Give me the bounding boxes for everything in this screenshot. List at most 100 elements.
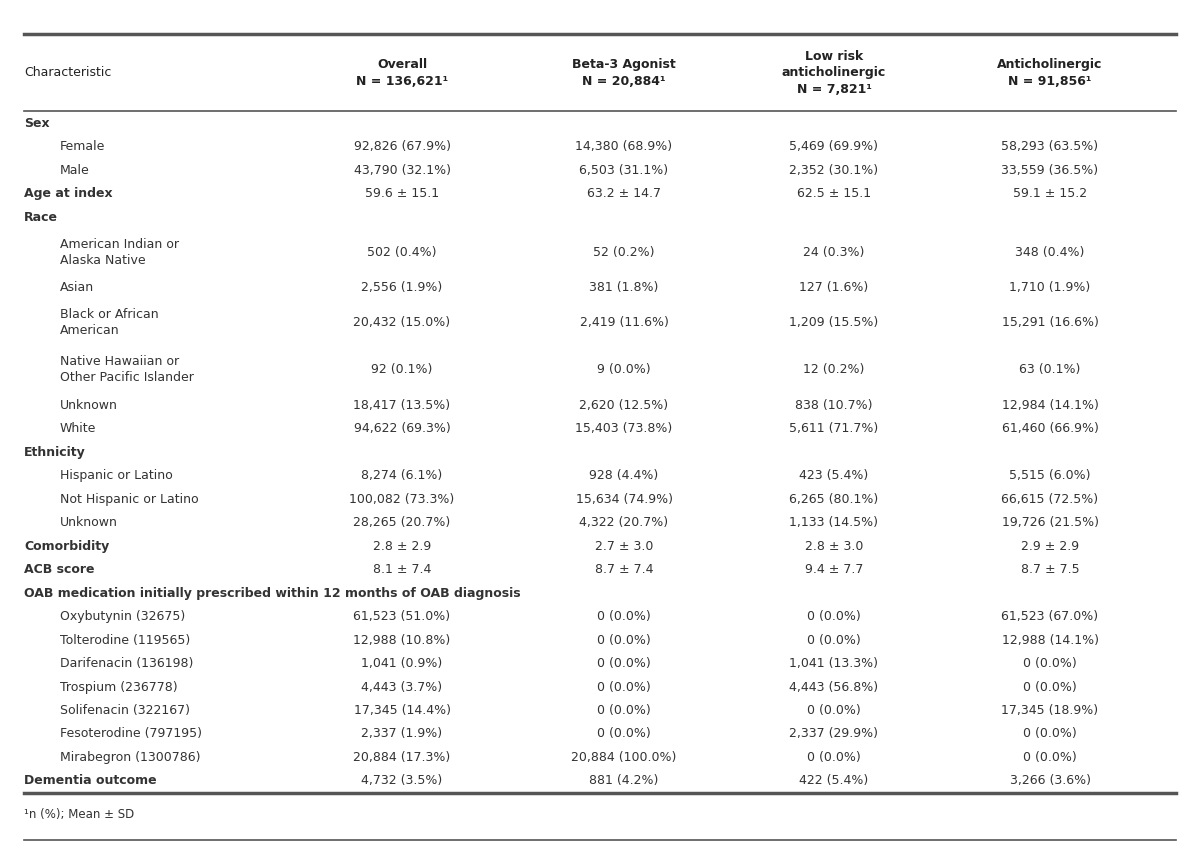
Text: 58,293 (63.5%): 58,293 (63.5%) xyxy=(1002,141,1098,153)
Text: Oxybutynin (32675): Oxybutynin (32675) xyxy=(60,610,185,623)
Text: 0 (0.0%): 0 (0.0%) xyxy=(598,680,650,693)
Text: 9 (0.0%): 9 (0.0%) xyxy=(598,363,650,376)
Text: 4,732 (3.5%): 4,732 (3.5%) xyxy=(361,775,443,788)
Text: Mirabegron (1300786): Mirabegron (1300786) xyxy=(60,751,200,764)
Text: 8,274 (6.1%): 8,274 (6.1%) xyxy=(361,469,443,482)
Text: 2,556 (1.9%): 2,556 (1.9%) xyxy=(361,281,443,294)
Text: American Indian or
Alaska Native: American Indian or Alaska Native xyxy=(60,238,179,267)
Text: 61,523 (51.0%): 61,523 (51.0%) xyxy=(354,610,450,623)
Text: Unknown: Unknown xyxy=(60,516,118,529)
Text: 881 (4.2%): 881 (4.2%) xyxy=(589,775,659,788)
Text: 5,469 (69.9%): 5,469 (69.9%) xyxy=(790,141,878,153)
Text: 422 (5.4%): 422 (5.4%) xyxy=(799,775,869,788)
Text: 4,322 (20.7%): 4,322 (20.7%) xyxy=(580,516,668,529)
Text: 502 (0.4%): 502 (0.4%) xyxy=(367,246,437,259)
Text: 100,082 (73.3%): 100,082 (73.3%) xyxy=(349,493,455,506)
Text: 2.8 ± 2.9: 2.8 ± 2.9 xyxy=(373,540,431,553)
Text: 0 (0.0%): 0 (0.0%) xyxy=(808,751,860,764)
Text: 8.7 ± 7.4: 8.7 ± 7.4 xyxy=(595,563,653,576)
Text: 0 (0.0%): 0 (0.0%) xyxy=(1024,657,1076,670)
Text: 2,620 (12.5%): 2,620 (12.5%) xyxy=(580,399,668,411)
Text: 1,041 (0.9%): 1,041 (0.9%) xyxy=(361,657,443,670)
Text: 6,503 (31.1%): 6,503 (31.1%) xyxy=(580,164,668,177)
Text: 20,432 (15.0%): 20,432 (15.0%) xyxy=(354,316,450,329)
Text: Comorbidity: Comorbidity xyxy=(24,540,109,553)
Text: Anticholinergic
N = 91,856¹: Anticholinergic N = 91,856¹ xyxy=(997,58,1103,87)
Text: Tolterodine (119565): Tolterodine (119565) xyxy=(60,633,191,646)
Text: Native Hawaiian or
Other Pacific Islander: Native Hawaiian or Other Pacific Islande… xyxy=(60,356,194,384)
Text: 8.1 ± 7.4: 8.1 ± 7.4 xyxy=(373,563,431,576)
Text: 127 (1.6%): 127 (1.6%) xyxy=(799,281,869,294)
Text: Hispanic or Latino: Hispanic or Latino xyxy=(60,469,173,482)
Text: 8.7 ± 7.5: 8.7 ± 7.5 xyxy=(1021,563,1079,576)
Text: 2.7 ± 3.0: 2.7 ± 3.0 xyxy=(595,540,653,553)
Text: ACB score: ACB score xyxy=(24,563,95,576)
Text: 61,460 (66.9%): 61,460 (66.9%) xyxy=(1002,423,1098,435)
Text: 0 (0.0%): 0 (0.0%) xyxy=(1024,680,1076,693)
Text: Fesoterodine (797195): Fesoterodine (797195) xyxy=(60,728,202,740)
Text: 43,790 (32.1%): 43,790 (32.1%) xyxy=(354,164,450,177)
Text: ¹n (%); Mean ± SD: ¹n (%); Mean ± SD xyxy=(24,808,134,821)
Text: Overall
N = 136,621¹: Overall N = 136,621¹ xyxy=(356,58,448,87)
Text: Low risk
anticholinergic
N = 7,821¹: Low risk anticholinergic N = 7,821¹ xyxy=(782,50,886,96)
Text: 0 (0.0%): 0 (0.0%) xyxy=(598,657,650,670)
Text: 19,726 (21.5%): 19,726 (21.5%) xyxy=(1002,516,1098,529)
Text: 59.6 ± 15.1: 59.6 ± 15.1 xyxy=(365,187,439,201)
Text: 20,884 (17.3%): 20,884 (17.3%) xyxy=(353,751,451,764)
Text: 4,443 (56.8%): 4,443 (56.8%) xyxy=(790,680,878,693)
Text: 0 (0.0%): 0 (0.0%) xyxy=(598,728,650,740)
Text: 92 (0.1%): 92 (0.1%) xyxy=(371,363,433,376)
Text: 5,515 (6.0%): 5,515 (6.0%) xyxy=(1009,469,1091,482)
Text: 15,403 (73.8%): 15,403 (73.8%) xyxy=(575,423,673,435)
Text: 94,622 (69.3%): 94,622 (69.3%) xyxy=(354,423,450,435)
Text: Sex: Sex xyxy=(24,117,49,129)
Text: Male: Male xyxy=(60,164,90,177)
Text: Age at index: Age at index xyxy=(24,187,113,201)
Text: Not Hispanic or Latino: Not Hispanic or Latino xyxy=(60,493,199,506)
Text: 17,345 (18.9%): 17,345 (18.9%) xyxy=(1002,704,1098,717)
Text: 4,443 (3.7%): 4,443 (3.7%) xyxy=(361,680,443,693)
Text: White: White xyxy=(60,423,96,435)
Text: 1,133 (14.5%): 1,133 (14.5%) xyxy=(790,516,878,529)
Text: 2,337 (29.9%): 2,337 (29.9%) xyxy=(790,728,878,740)
Text: 15,634 (74.9%): 15,634 (74.9%) xyxy=(576,493,672,506)
Text: 423 (5.4%): 423 (5.4%) xyxy=(799,469,869,482)
Text: 92,826 (67.9%): 92,826 (67.9%) xyxy=(354,141,450,153)
Text: 12,988 (14.1%): 12,988 (14.1%) xyxy=(1002,633,1098,646)
Text: Trospium (236778): Trospium (236778) xyxy=(60,680,178,693)
Text: 2.8 ± 3.0: 2.8 ± 3.0 xyxy=(805,540,863,553)
Text: 348 (0.4%): 348 (0.4%) xyxy=(1015,246,1085,259)
Text: Asian: Asian xyxy=(60,281,94,294)
Text: 17,345 (14.4%): 17,345 (14.4%) xyxy=(354,704,450,717)
Text: 14,380 (68.9%): 14,380 (68.9%) xyxy=(576,141,672,153)
Text: 28,265 (20.7%): 28,265 (20.7%) xyxy=(353,516,451,529)
Text: 18,417 (13.5%): 18,417 (13.5%) xyxy=(354,399,450,411)
Text: 2,352 (30.1%): 2,352 (30.1%) xyxy=(790,164,878,177)
Text: 24 (0.3%): 24 (0.3%) xyxy=(803,246,865,259)
Text: Female: Female xyxy=(60,141,106,153)
Text: 838 (10.7%): 838 (10.7%) xyxy=(796,399,872,411)
Text: 0 (0.0%): 0 (0.0%) xyxy=(598,610,650,623)
Text: 9.4 ± 7.7: 9.4 ± 7.7 xyxy=(805,563,863,576)
Text: 0 (0.0%): 0 (0.0%) xyxy=(598,633,650,646)
Text: 0 (0.0%): 0 (0.0%) xyxy=(598,704,650,717)
Text: Solifenacin (322167): Solifenacin (322167) xyxy=(60,704,190,717)
Text: Unknown: Unknown xyxy=(60,399,118,411)
Text: 0 (0.0%): 0 (0.0%) xyxy=(808,610,860,623)
Text: 12 (0.2%): 12 (0.2%) xyxy=(803,363,865,376)
Text: Characteristic: Characteristic xyxy=(24,66,112,80)
Text: 2.9 ± 2.9: 2.9 ± 2.9 xyxy=(1021,540,1079,553)
Text: 66,615 (72.5%): 66,615 (72.5%) xyxy=(1002,493,1098,506)
Text: 1,710 (1.9%): 1,710 (1.9%) xyxy=(1009,281,1091,294)
Text: OAB medication initially prescribed within 12 months of OAB diagnosis: OAB medication initially prescribed with… xyxy=(24,586,521,600)
Text: 63 (0.1%): 63 (0.1%) xyxy=(1019,363,1081,376)
Text: 928 (4.4%): 928 (4.4%) xyxy=(589,469,659,482)
Text: 6,265 (80.1%): 6,265 (80.1%) xyxy=(790,493,878,506)
Text: 0 (0.0%): 0 (0.0%) xyxy=(1024,751,1076,764)
Text: 381 (1.8%): 381 (1.8%) xyxy=(589,281,659,294)
Text: 33,559 (36.5%): 33,559 (36.5%) xyxy=(1002,164,1098,177)
Text: Black or African
American: Black or African American xyxy=(60,309,158,338)
Text: Dementia outcome: Dementia outcome xyxy=(24,775,157,788)
Text: 12,988 (10.8%): 12,988 (10.8%) xyxy=(353,633,451,646)
Text: 15,291 (16.6%): 15,291 (16.6%) xyxy=(1002,316,1098,329)
